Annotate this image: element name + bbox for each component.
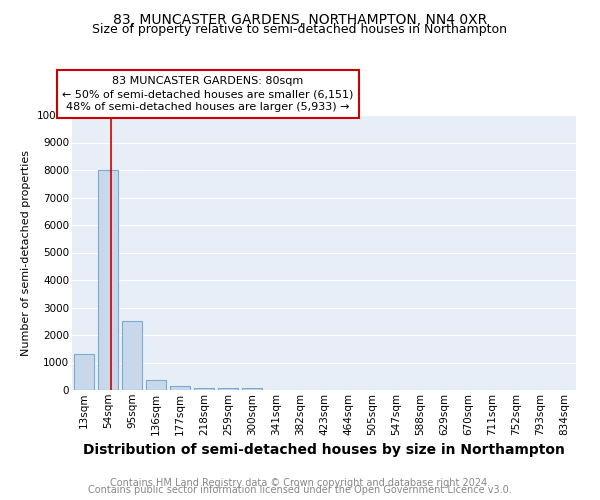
Bar [218,388,238,390]
Text: 83, MUNCASTER GARDENS, NORTHAMPTON, NN4 0XR: 83, MUNCASTER GARDENS, NORTHAMPTON, NN4 … [113,12,487,26]
Text: 83 MUNCASTER GARDENS: 80sqm
← 50% of semi-detached houses are smaller (6,151)
48: 83 MUNCASTER GARDENS: 80sqm ← 50% of sem… [62,76,354,112]
Text: Contains HM Land Registry data © Crown copyright and database right 2024.: Contains HM Land Registry data © Crown c… [110,478,490,488]
Bar [170,386,190,390]
Text: Contains public sector information licensed under the Open Government Licence v3: Contains public sector information licen… [88,485,512,495]
Bar [74,354,94,390]
Bar [98,170,118,390]
Y-axis label: Number of semi-detached properties: Number of semi-detached properties [21,150,31,356]
Bar [242,388,262,390]
X-axis label: Distribution of semi-detached houses by size in Northampton: Distribution of semi-detached houses by … [83,443,565,457]
Bar [194,388,214,390]
Text: Size of property relative to semi-detached houses in Northampton: Size of property relative to semi-detach… [92,22,508,36]
Bar [122,322,142,390]
Bar [146,380,166,390]
